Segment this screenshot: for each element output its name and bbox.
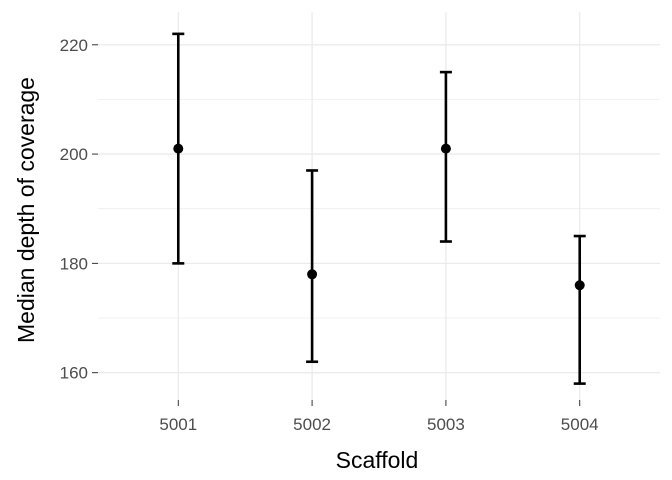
x-tick-label: 5001 [159,415,197,434]
x-axis-ticks: 5001 5002 5003 5004 [159,400,599,434]
x-tick-label: 5004 [561,415,599,434]
y-axis-ticks: 160 180 200 220 [60,36,98,383]
y-axis-title: Median depth of coverage [13,77,39,343]
y-tick-label: 220 [60,36,88,55]
y-tick-label: 180 [60,254,88,273]
data-point [574,280,585,291]
data-point [307,269,318,280]
data-point [173,143,184,154]
x-tick-label: 5003 [427,415,465,434]
y-tick-label: 160 [60,364,88,383]
grid-layer [98,12,660,400]
x-tick-label: 5002 [293,415,331,434]
x-axis-title: Scaffold [336,447,419,473]
data-point [440,143,451,154]
data-marks [172,32,586,385]
y-tick-label: 200 [60,145,88,164]
